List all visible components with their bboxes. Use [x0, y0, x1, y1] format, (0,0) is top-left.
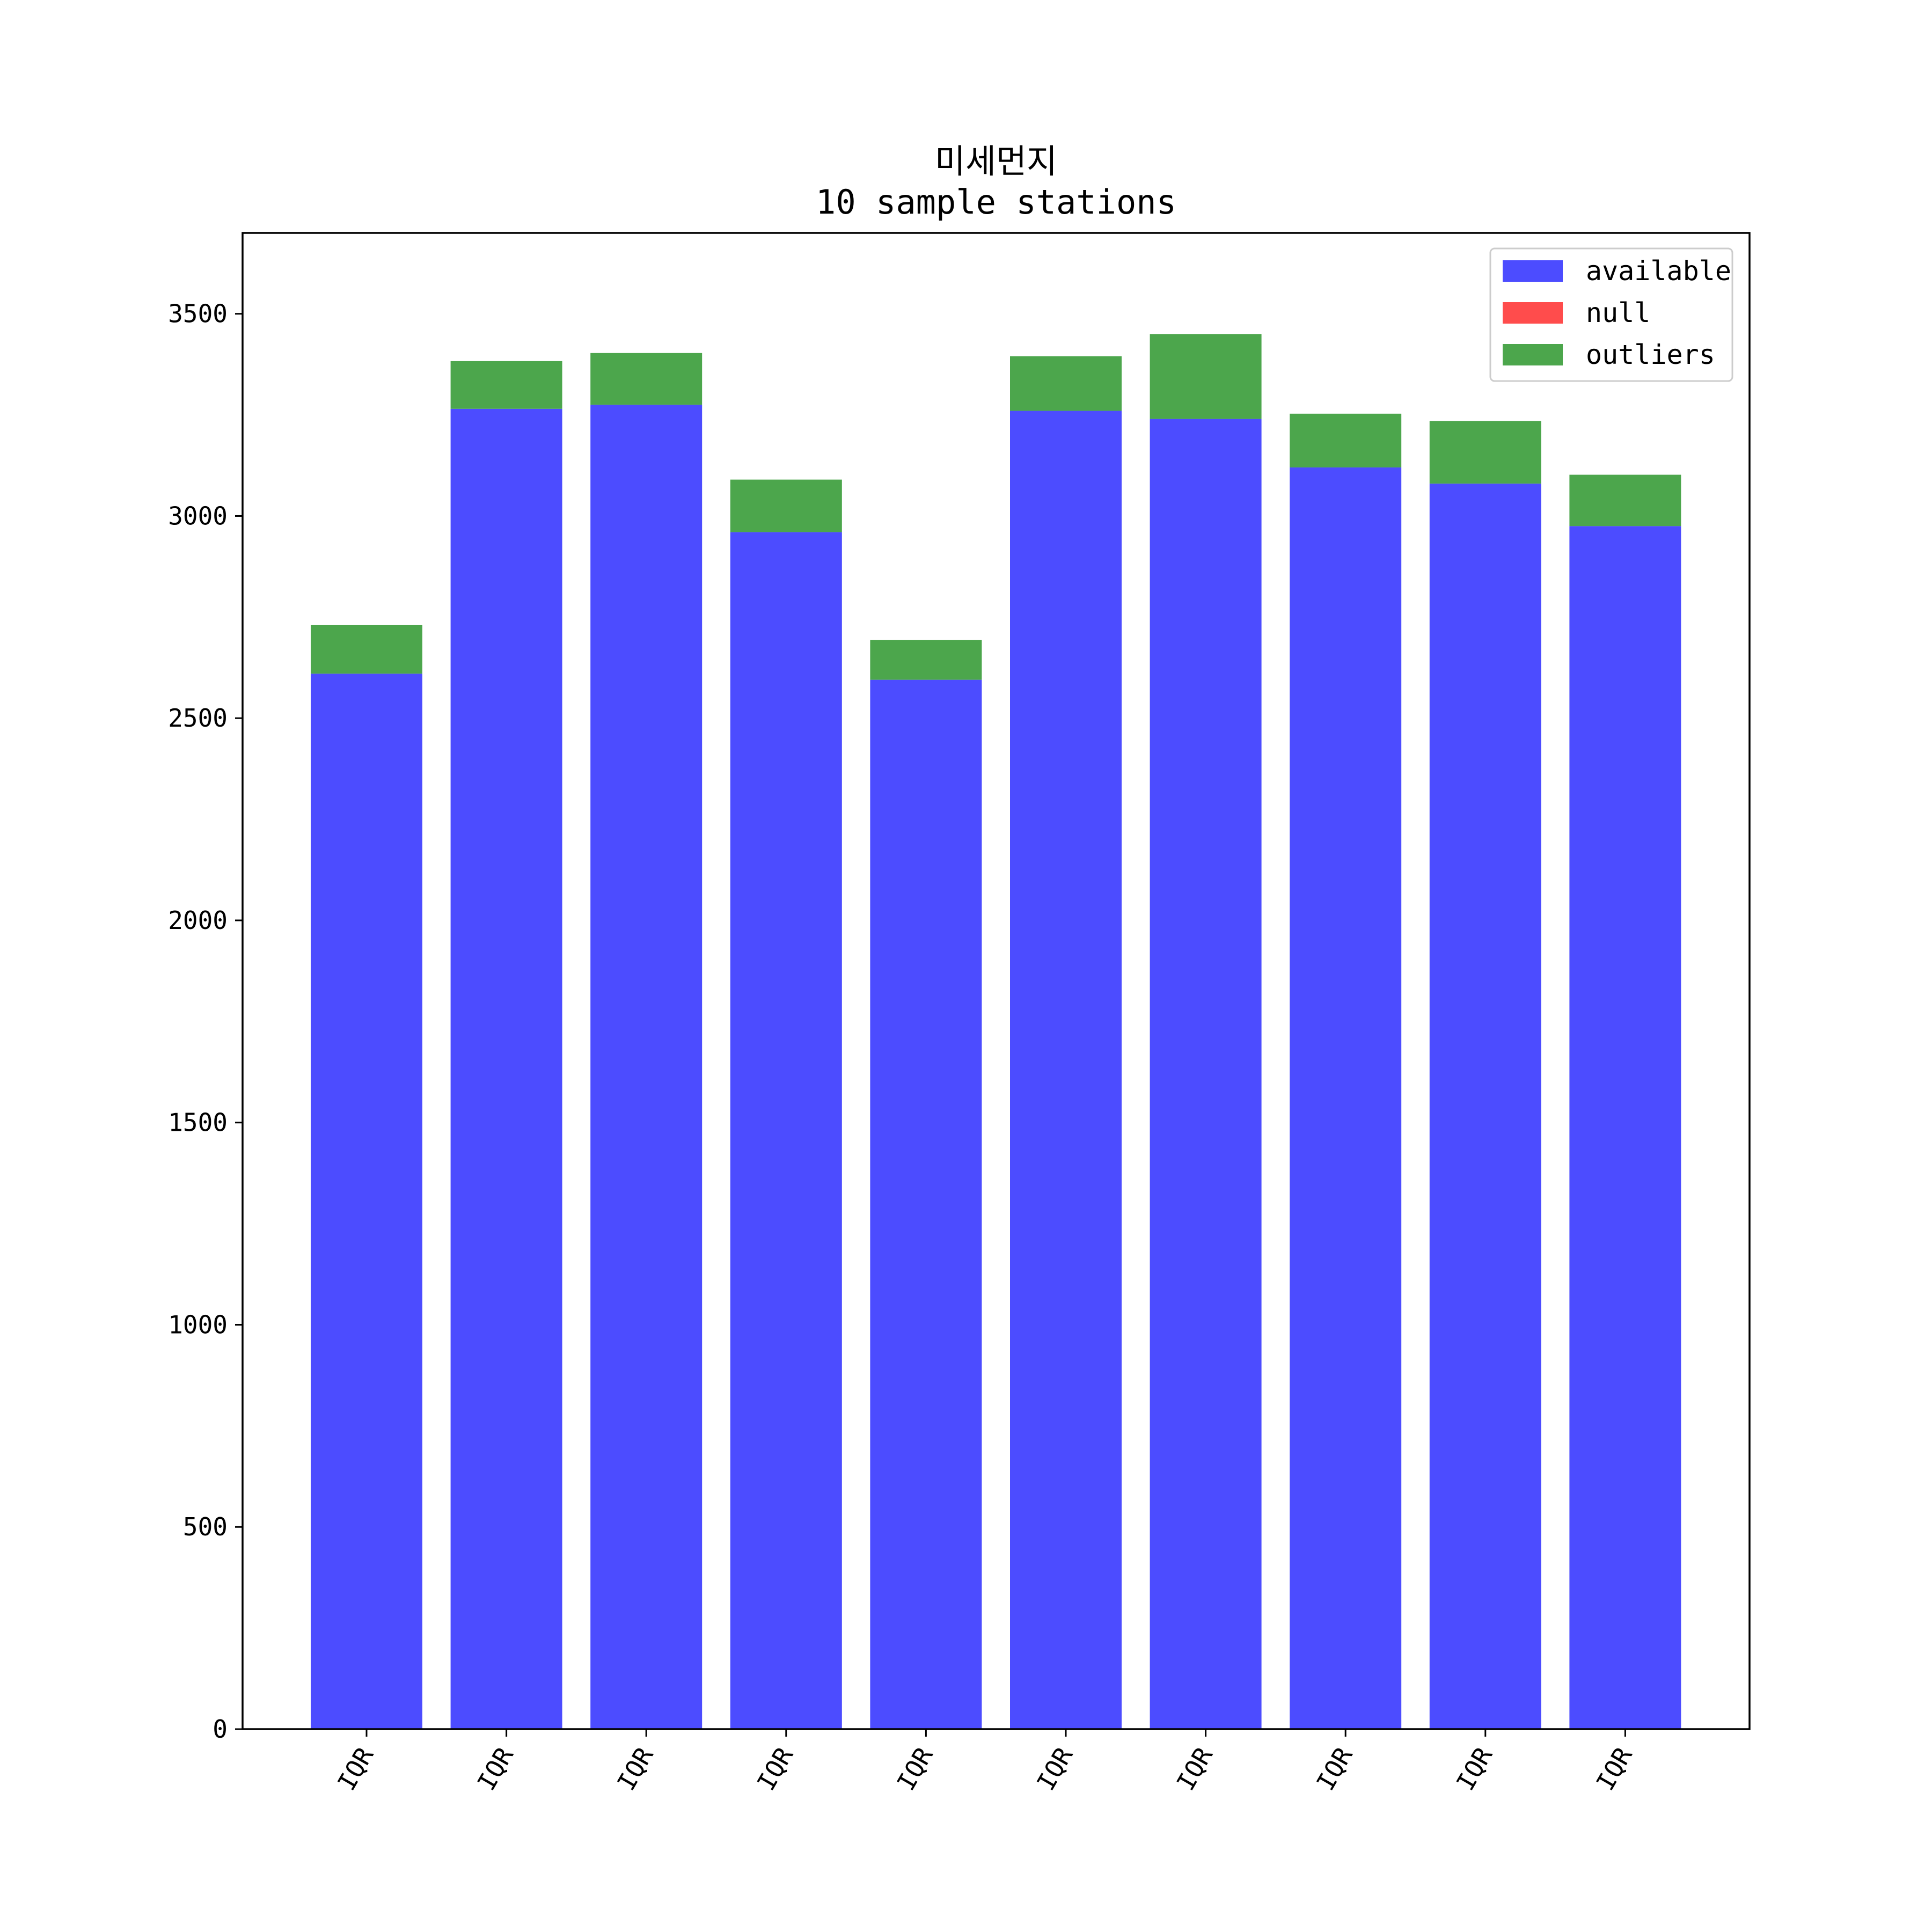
bar-outliers-10 [1569, 474, 1681, 526]
bar-available-6 [1010, 411, 1122, 1730]
x-tick-label: IQR [1311, 1742, 1358, 1795]
y-tick-label: 3500 [168, 299, 228, 328]
x-tick-label: IQR [472, 1742, 519, 1795]
bar-available-9 [1429, 484, 1541, 1729]
bar-outliers-5 [870, 640, 982, 680]
y-tick-label: 0 [213, 1715, 228, 1744]
x-tick-label: IQR [332, 1742, 379, 1795]
bar-available-10 [1569, 526, 1681, 1729]
legend-label-null: null [1586, 297, 1650, 328]
y-tick-label: 2500 [168, 704, 228, 733]
x-tick-label: IQR [1451, 1742, 1498, 1795]
legend-label-outliers: outliers [1586, 339, 1715, 370]
legend-label-available: available [1586, 255, 1731, 287]
y-tick-label: 3000 [168, 501, 228, 530]
bar-available-3 [590, 405, 702, 1730]
y-tick-label: 500 [183, 1512, 228, 1541]
y-tick-label: 1000 [168, 1310, 228, 1339]
legend-swatch-available [1503, 260, 1563, 282]
bar-available-5 [870, 679, 982, 1729]
x-axis: IQR IQR IQR IQR IQR IQR IQR IQR IQR IQR [332, 1729, 1638, 1795]
x-tick-label: IQR [751, 1742, 799, 1795]
x-tick-label: IQR [1591, 1742, 1638, 1795]
bar-outliers-6 [1010, 356, 1122, 411]
bar-outliers-7 [1150, 334, 1262, 419]
x-tick-label: IQR [1031, 1742, 1078, 1795]
x-tick-label: IQR [611, 1742, 658, 1795]
y-axis: 0 500 1000 1500 2000 2500 3000 3500 [168, 299, 243, 1744]
bars-layer [311, 334, 1681, 1730]
x-tick-label: IQR [1171, 1742, 1218, 1795]
bar-available-1 [311, 674, 422, 1729]
plot-frame [241, 232, 1751, 1730]
chart-title: 미세먼지 [935, 142, 1057, 181]
bar-outliers-2 [450, 361, 562, 409]
bar-outliers-4 [730, 479, 842, 532]
legend: available null outliers [1489, 247, 1733, 382]
legend-swatch-null [1503, 302, 1563, 324]
bar-available-4 [730, 532, 842, 1729]
y-tick-label: 1500 [168, 1108, 228, 1137]
bar-outliers-3 [590, 353, 702, 405]
bar-outliers-8 [1290, 413, 1402, 468]
legend-swatch-outliers [1503, 344, 1563, 365]
x-tick-label: IQR [891, 1742, 939, 1795]
bar-available-2 [450, 408, 562, 1730]
bar-available-7 [1150, 419, 1262, 1729]
chart-subtitle: 10 sample stations [816, 182, 1176, 222]
y-tick-label: 2000 [168, 906, 228, 935]
bar-outliers-1 [311, 625, 422, 674]
bar-available-8 [1290, 467, 1402, 1729]
bar-outliers-9 [1429, 421, 1541, 484]
